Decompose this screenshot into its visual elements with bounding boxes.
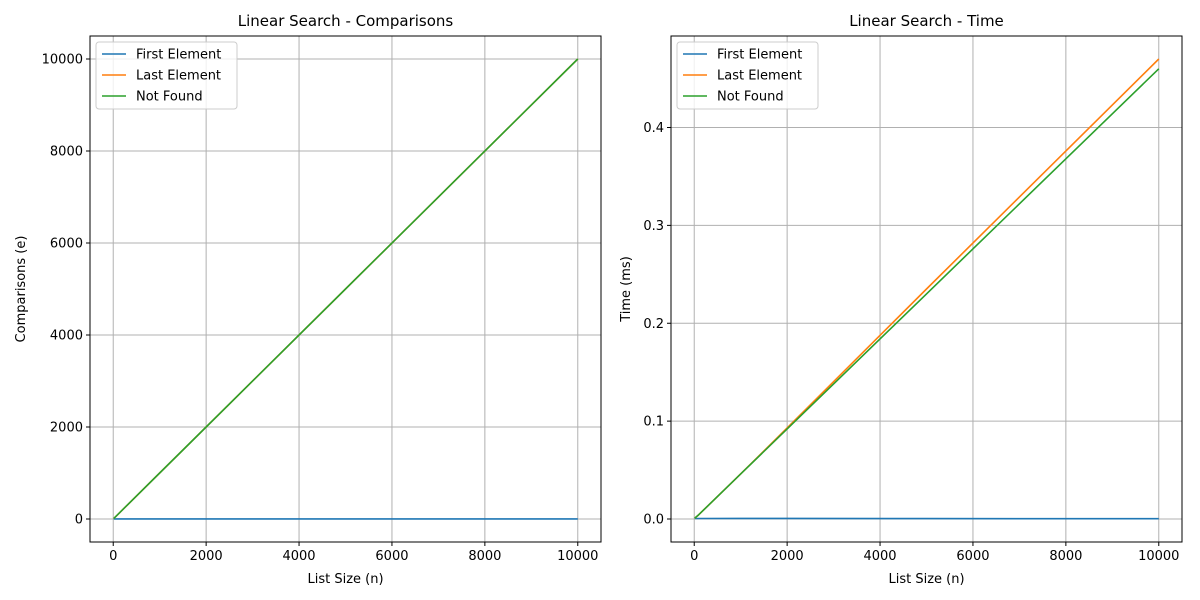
chart-title: Linear Search - Time xyxy=(849,12,1004,30)
legend-entry-label: First Element xyxy=(717,48,802,63)
y-tick-label: 8000 xyxy=(50,145,83,160)
axes-frame xyxy=(89,35,602,543)
y-tick-label: 0.3 xyxy=(643,219,664,234)
y-tick-label: 10000 xyxy=(42,53,83,68)
legend-entry-label: Not Found xyxy=(136,90,203,105)
y-tick-label: 2000 xyxy=(50,421,83,436)
y-tick-label: 0.2 xyxy=(643,317,664,332)
y-tick-label: 0 xyxy=(75,513,83,528)
y-tick-label: 0.0 xyxy=(643,513,664,528)
y-tick-label: 6000 xyxy=(50,237,83,252)
series-line-not-found xyxy=(113,58,579,520)
legend-box xyxy=(676,41,819,110)
x-tick-label: 6000 xyxy=(375,549,408,564)
x-axis-label: List Size (n) xyxy=(888,572,964,587)
x-tick-label: 2000 xyxy=(190,549,223,564)
legend-entry-label: First Element xyxy=(136,48,221,63)
chart-panel-1: 0 2000 4000 6000 8000 10000 0 2000 4000 6000 8000 1… xyxy=(14,12,602,587)
y-axis-label: Time (ms) xyxy=(619,256,634,323)
y-tick-label: 0.1 xyxy=(643,415,664,430)
x-tick-label: 8000 xyxy=(1049,549,1082,564)
y-tick-label: 4000 xyxy=(50,329,83,344)
x-tick-label: 4000 xyxy=(863,549,896,564)
legend-entry-label: Last Element xyxy=(717,69,802,84)
y-axis-label: Comparisons (e) xyxy=(14,236,29,343)
legend-entry-label: Last Element xyxy=(136,69,221,84)
legend-entry-label: Not Found xyxy=(717,90,784,105)
x-tick-label: 4000 xyxy=(282,549,315,564)
chart-panel-2: 0 2000 4000 6000 8000 10000 0.0 0.1 0.2 0.3 0.4 Lin… xyxy=(619,12,1183,587)
chart-title: Linear Search - Comparisons xyxy=(238,12,454,30)
x-tick-label: 8000 xyxy=(468,549,501,564)
x-tick-label: 0 xyxy=(690,549,698,564)
x-tick-label: 2000 xyxy=(771,549,804,564)
axes-frame xyxy=(670,35,1183,543)
y-tick-label: 0.4 xyxy=(643,121,664,136)
legend: First Element Last Element Not Found xyxy=(95,41,238,110)
x-axis-label: List Size (n) xyxy=(307,572,383,587)
legend: First Element Last Element Not Found xyxy=(676,41,819,110)
x-tick-label: 10000 xyxy=(1138,549,1179,564)
series-line-not-found xyxy=(694,68,1160,519)
x-tick-label: 6000 xyxy=(956,549,989,564)
x-tick-label: 0 xyxy=(109,549,117,564)
legend-box xyxy=(95,41,238,110)
x-tick-label: 10000 xyxy=(557,549,598,564)
